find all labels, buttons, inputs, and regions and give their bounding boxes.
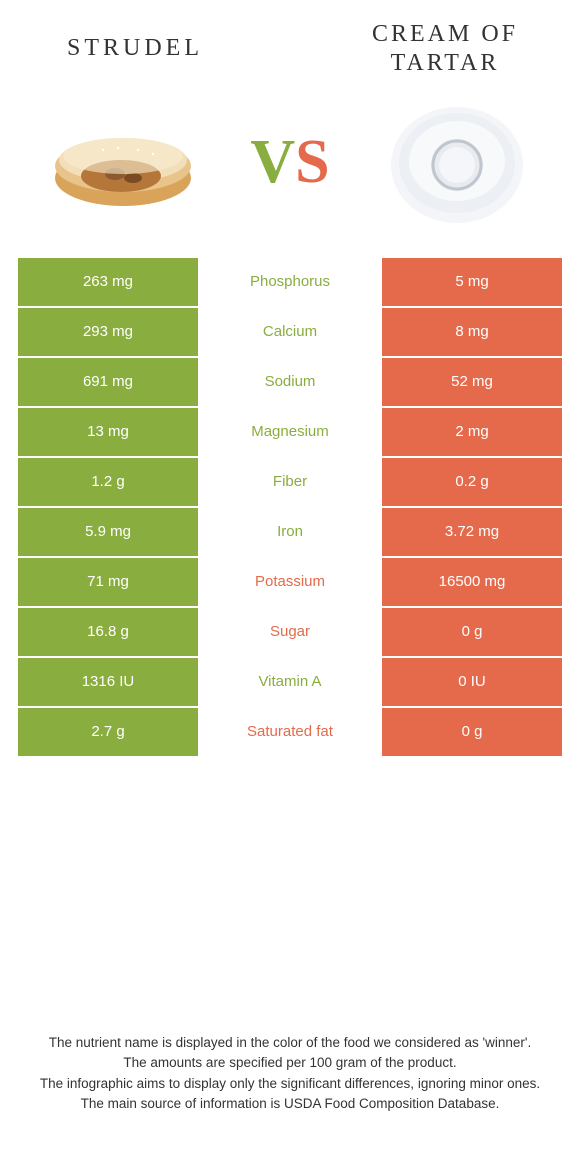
footer-line-4: The main source of information is USDA F… xyxy=(30,1094,550,1114)
right-title-line1: Cream of xyxy=(372,21,518,47)
table-row: 293 mgCalcium8 mg xyxy=(18,308,562,356)
left-value-cell: 13 mg xyxy=(18,408,198,456)
vs-label: VS xyxy=(250,127,329,198)
nutrient-label-cell: Vitamin A xyxy=(198,658,382,706)
nutrient-label-cell: Sodium xyxy=(198,358,382,406)
nutrient-comparison-table: 263 mgPhosphorus5 mg293 mgCalcium8 mg691… xyxy=(18,258,562,756)
right-value-cell: 52 mg xyxy=(382,358,562,406)
right-title-col: Cream of Tartar xyxy=(330,20,560,78)
left-value-cell: 1316 IU xyxy=(18,658,198,706)
nutrient-label-cell: Saturated fat xyxy=(198,708,382,756)
footer-line-2: The amounts are specified per 100 gram o… xyxy=(30,1053,550,1073)
right-value-cell: 0.2 g xyxy=(382,458,562,506)
nutrient-label-cell: Iron xyxy=(198,508,382,556)
right-value-cell: 16500 mg xyxy=(382,558,562,606)
table-row: 2.7 gSaturated fat0 g xyxy=(18,708,562,756)
table-row: 691 mgSodium52 mg xyxy=(18,358,562,406)
right-food-title: Cream of Tartar xyxy=(330,20,560,78)
nutrient-label-cell: Sugar xyxy=(198,608,382,656)
left-value-cell: 691 mg xyxy=(18,358,198,406)
right-value-cell: 3.72 mg xyxy=(382,508,562,556)
table-row: 5.9 mgIron3.72 mg xyxy=(18,508,562,556)
nutrient-label-cell: Fiber xyxy=(198,458,382,506)
left-food-title: Strudel xyxy=(20,35,250,62)
right-value-cell: 2 mg xyxy=(382,408,562,456)
table-row: 263 mgPhosphorus5 mg xyxy=(18,258,562,306)
left-food-image xyxy=(43,98,203,228)
footer-line-1: The nutrient name is displayed in the co… xyxy=(30,1033,550,1053)
table-row: 71 mgPotassium16500 mg xyxy=(18,558,562,606)
table-row: 13 mgMagnesium2 mg xyxy=(18,408,562,456)
left-value-cell: 263 mg xyxy=(18,258,198,306)
right-value-cell: 0 g xyxy=(382,708,562,756)
footer-notes: The nutrient name is displayed in the co… xyxy=(30,1033,550,1114)
right-value-cell: 5 mg xyxy=(382,258,562,306)
left-value-cell: 71 mg xyxy=(18,558,198,606)
nutrient-label-cell: Calcium xyxy=(198,308,382,356)
nutrient-label-cell: Phosphorus xyxy=(198,258,382,306)
nutrient-label-cell: Potassium xyxy=(198,558,382,606)
left-value-cell: 2.7 g xyxy=(18,708,198,756)
table-row: 1.2 gFiber0.2 g xyxy=(18,458,562,506)
left-value-cell: 1.2 g xyxy=(18,458,198,506)
right-value-cell: 0 IU xyxy=(382,658,562,706)
nutrient-label-cell: Magnesium xyxy=(198,408,382,456)
left-value-cell: 5.9 mg xyxy=(18,508,198,556)
right-value-cell: 8 mg xyxy=(382,308,562,356)
table-row: 1316 IUVitamin A0 IU xyxy=(18,658,562,706)
footer-line-3: The infographic aims to display only the… xyxy=(30,1074,550,1094)
right-food-image xyxy=(377,98,537,228)
vs-s-letter: S xyxy=(295,128,329,196)
right-title-line2: Tartar xyxy=(391,50,500,76)
right-value-cell: 0 g xyxy=(382,608,562,656)
table-row: 16.8 gSugar0 g xyxy=(18,608,562,656)
images-row: VS xyxy=(0,88,580,258)
left-value-cell: 293 mg xyxy=(18,308,198,356)
left-title-col: Strudel xyxy=(20,35,250,62)
left-value-cell: 16.8 g xyxy=(18,608,198,656)
vs-v-letter: V xyxy=(250,128,295,196)
header-titles: Strudel Cream of Tartar xyxy=(0,0,580,88)
